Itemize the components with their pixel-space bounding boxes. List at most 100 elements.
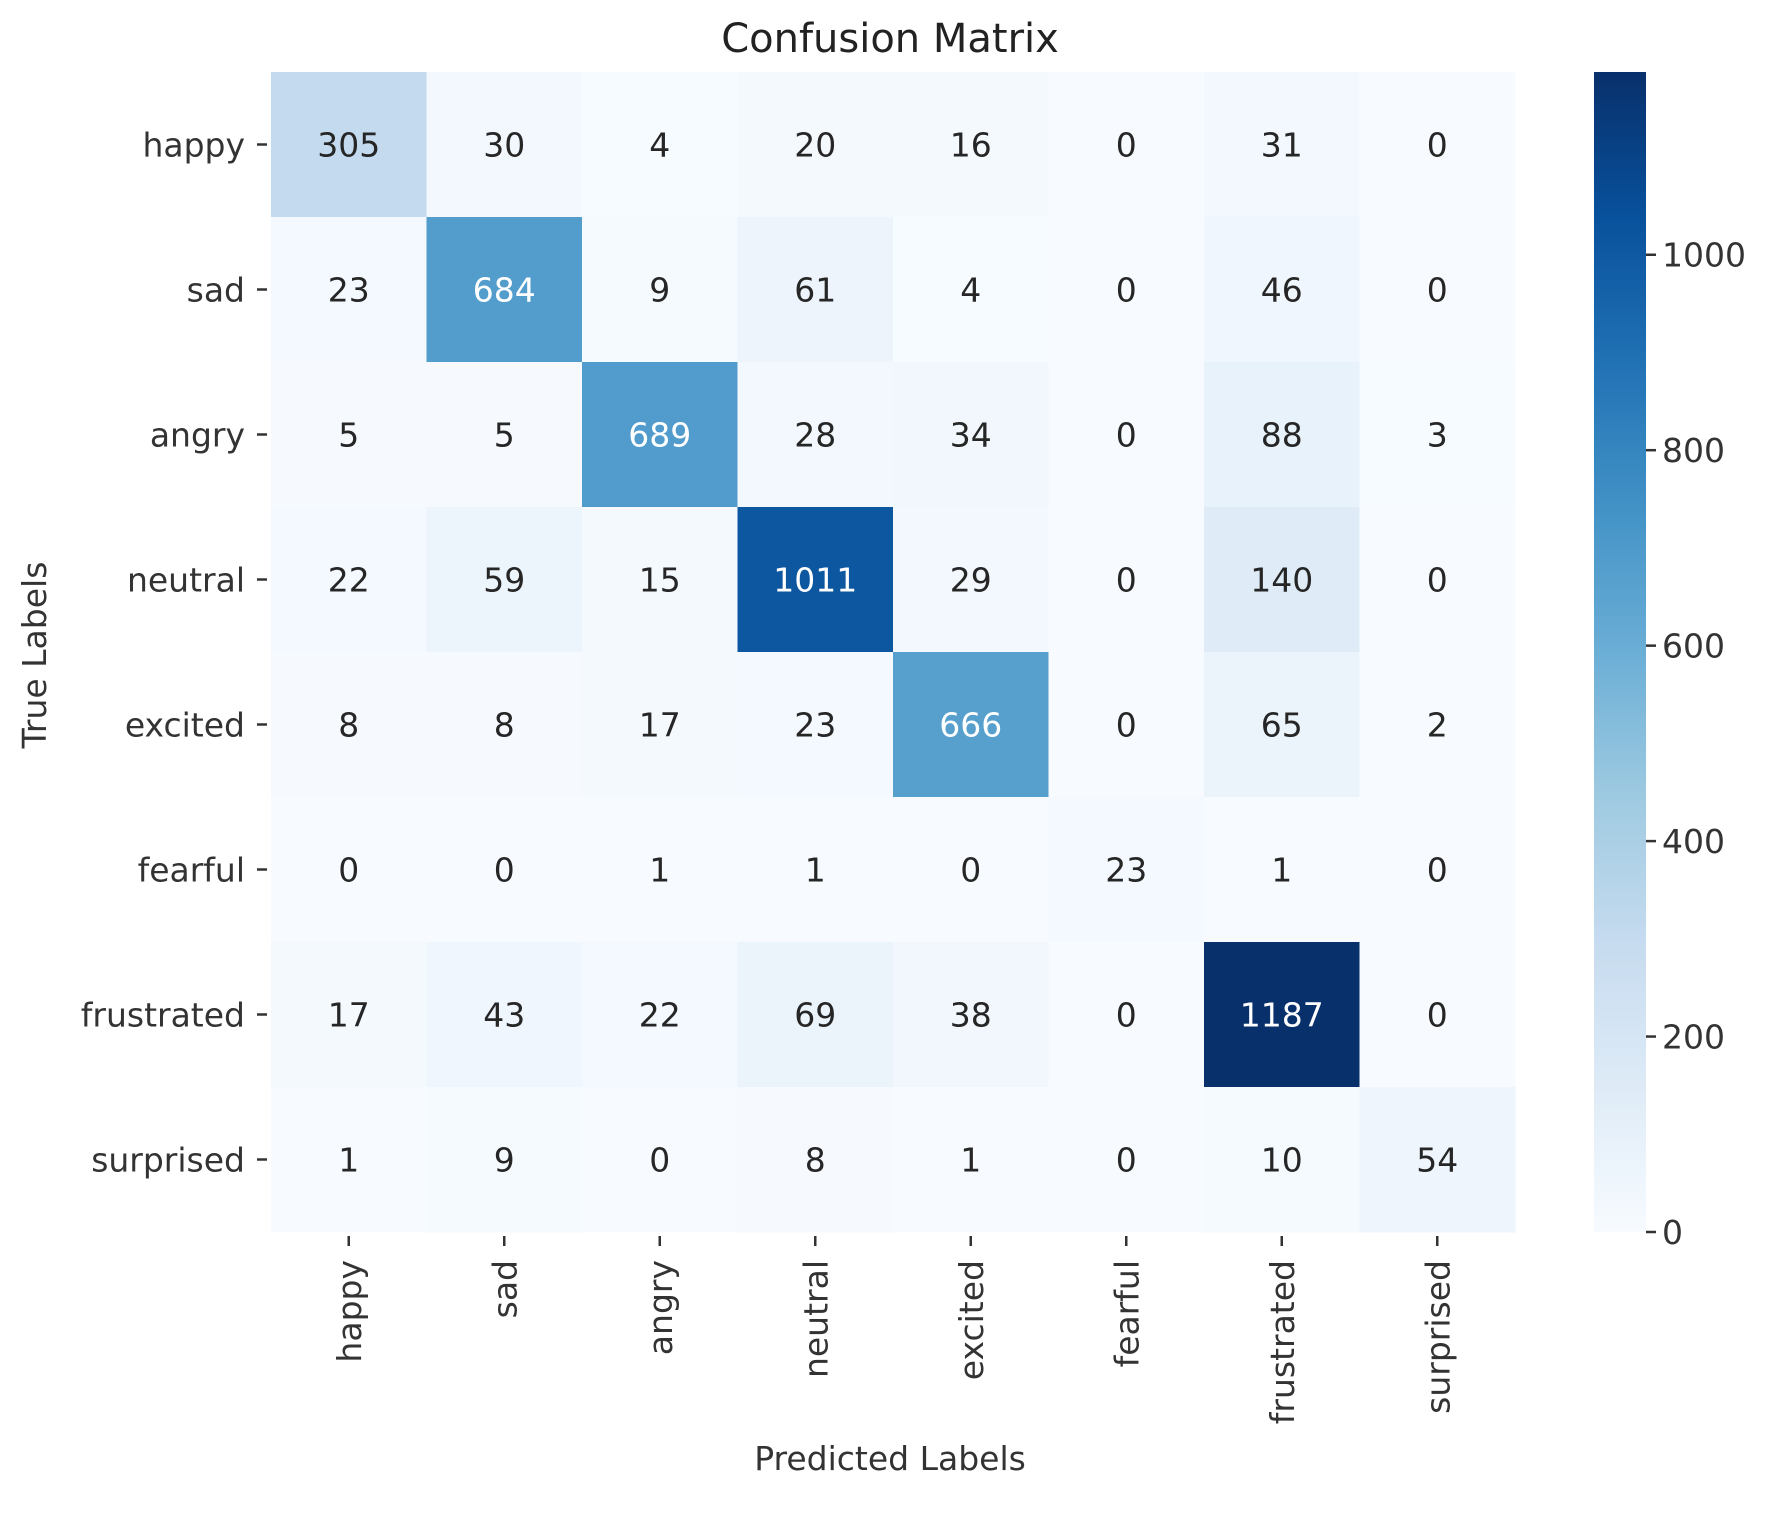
- y-axis-label: True Labels: [15, 562, 54, 750]
- cell-value-label: 0: [338, 851, 359, 890]
- y-tick-label-excited: excited: [125, 706, 245, 745]
- cell-fearful-surprised: [1359, 797, 1516, 943]
- cell-happy-excited: [893, 72, 1049, 218]
- cell-fearful-neutral: [737, 797, 894, 943]
- x-tick-label-surprised: surprised: [1418, 1260, 1457, 1414]
- cell-neutral-fearful: [1048, 507, 1205, 653]
- cell-angry-sad: [426, 362, 583, 508]
- cell-value-label: 0: [494, 851, 515, 890]
- cell-value-label: 38: [950, 996, 992, 1035]
- y-axis-ticks: happy sad angry neutral excited fearful frustr…: [81, 126, 267, 1180]
- y-tick-label-neutral: neutral: [127, 561, 245, 600]
- cell-value-label: 0: [1427, 271, 1448, 310]
- y-tick-label-happy: happy: [142, 126, 245, 165]
- cell-happy-happy: [271, 72, 427, 218]
- colorbar-tick-label: 0: [1662, 1213, 1683, 1252]
- cell-value-label: 23: [794, 706, 836, 745]
- cell-value-label: 88: [1261, 416, 1303, 455]
- cell-value-label: 0: [960, 851, 981, 890]
- cell-excited-neutral: [737, 652, 894, 798]
- cell-happy-angry: [582, 72, 738, 218]
- cell-value-label: 43: [483, 996, 525, 1035]
- cell-value-label: 0: [1427, 126, 1448, 165]
- cell-sad-frustrated: [1204, 217, 1360, 363]
- colorbar: 0 200 400 600 800 1000: [1594, 72, 1746, 1252]
- cell-surprised-frustrated: [1204, 1087, 1360, 1233]
- cell-frustrated-surprised: [1359, 942, 1516, 1088]
- x-tick-label-frustrated: frustrated: [1263, 1260, 1302, 1424]
- cell-value-label: 61: [794, 271, 836, 310]
- cell-angry-fearful: [1048, 362, 1205, 508]
- cell-sad-excited: [893, 217, 1049, 363]
- cell-angry-excited: [893, 362, 1049, 508]
- cell-surprised-neutral: [737, 1087, 894, 1233]
- cell-surprised-surprised: [1359, 1087, 1516, 1233]
- cell-value-label: 666: [939, 706, 1002, 745]
- cell-value-label: 0: [649, 1141, 670, 1180]
- cell-value-label: 54: [1416, 1141, 1458, 1180]
- colorbar-tick-label: 600: [1662, 627, 1725, 666]
- cell-value-label: 22: [639, 996, 681, 1035]
- cell-excited-angry: [582, 652, 738, 798]
- cell-value-label: 9: [494, 1141, 515, 1180]
- cell-value-label: 0: [1427, 851, 1448, 890]
- cell-value-label: 20: [794, 126, 836, 165]
- cell-angry-surprised: [1359, 362, 1516, 508]
- cell-surprised-fearful: [1048, 1087, 1205, 1233]
- cell-sad-surprised: [1359, 217, 1516, 363]
- cell-value-label: 30: [483, 126, 525, 165]
- heatmap-cell-labels: 305 30 4 20 16 0 31 023 684 9 61 4 0 46 05 5 689 28 34 0 88 3…: [317, 126, 1458, 1180]
- cell-surprised-sad: [426, 1087, 583, 1233]
- x-tick-label-angry: angry: [641, 1260, 680, 1355]
- cell-value-label: 0: [1116, 561, 1137, 600]
- cell-fearful-frustrated: [1204, 797, 1360, 943]
- cell-frustrated-neutral: [737, 942, 894, 1088]
- cell-sad-happy: [271, 217, 427, 363]
- chart-title: Confusion Matrix: [721, 16, 1059, 62]
- cell-neutral-sad: [426, 507, 583, 653]
- cell-frustrated-fearful: [1048, 942, 1205, 1088]
- cell-surprised-angry: [582, 1087, 738, 1233]
- y-tick-label-surprised: surprised: [91, 1141, 245, 1180]
- cell-sad-sad: [426, 217, 583, 363]
- cell-excited-happy: [271, 652, 427, 798]
- cell-value-label: 29: [950, 561, 992, 600]
- cell-angry-frustrated: [1204, 362, 1360, 508]
- cell-value-label: 1: [649, 851, 670, 890]
- cell-sad-fearful: [1048, 217, 1205, 363]
- x-tick-label-fearful: fearful: [1107, 1260, 1146, 1367]
- colorbar-tick-label: 800: [1662, 431, 1725, 470]
- cell-value-label: 23: [1105, 851, 1147, 890]
- cell-value-label: 0: [1116, 271, 1137, 310]
- cell-frustrated-happy: [271, 942, 427, 1088]
- cell-happy-sad: [426, 72, 583, 218]
- cell-frustrated-angry: [582, 942, 738, 1088]
- cell-value-label: 3: [1427, 416, 1448, 455]
- cell-value-label: 16: [950, 126, 992, 165]
- cell-value-label: 1: [960, 1141, 981, 1180]
- x-tick-label-excited: excited: [952, 1260, 991, 1380]
- cell-surprised-happy: [271, 1087, 427, 1233]
- cell-value-label: 8: [338, 706, 359, 745]
- cell-value-label: 4: [960, 271, 981, 310]
- cell-value-label: 15: [639, 561, 681, 600]
- cell-value-label: 1011: [773, 561, 857, 600]
- cell-value-label: 8: [494, 706, 515, 745]
- cell-surprised-excited: [893, 1087, 1049, 1233]
- cell-value-label: 0: [1116, 416, 1137, 455]
- cell-excited-fearful: [1048, 652, 1205, 798]
- cell-value-label: 0: [1116, 706, 1137, 745]
- y-tick-label-fearful: fearful: [138, 851, 245, 890]
- cell-value-label: 684: [473, 271, 536, 310]
- cell-value-label: 17: [328, 996, 370, 1035]
- cell-value-label: 9: [649, 271, 670, 310]
- cell-value-label: 2: [1427, 706, 1448, 745]
- cell-fearful-angry: [582, 797, 738, 943]
- cell-happy-neutral: [737, 72, 894, 218]
- cell-frustrated-excited: [893, 942, 1049, 1088]
- cell-value-label: 4: [649, 126, 670, 165]
- cell-value-label: 31: [1261, 126, 1303, 165]
- y-tick-label-frustrated: frustrated: [81, 996, 245, 1035]
- cell-frustrated-frustrated: [1204, 942, 1360, 1088]
